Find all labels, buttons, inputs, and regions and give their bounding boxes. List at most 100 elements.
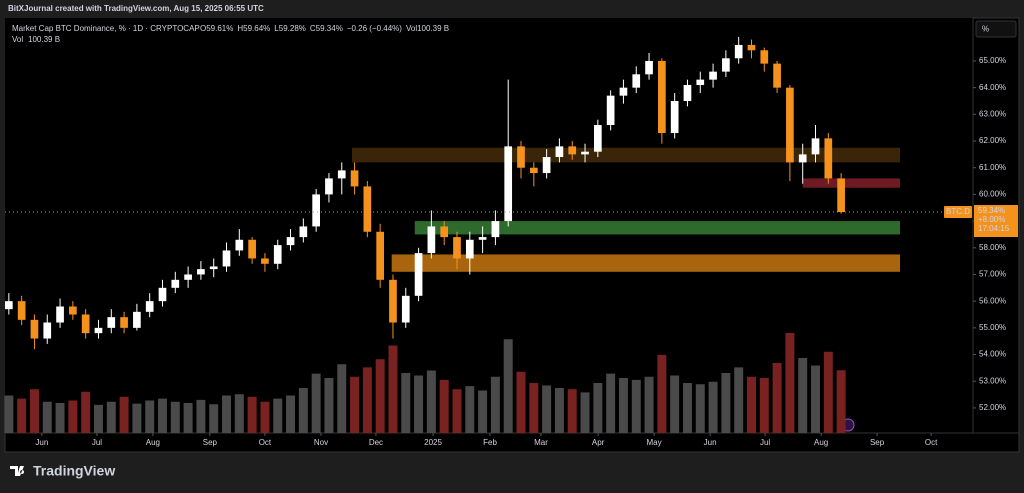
volume-bar [631, 379, 641, 433]
legend-value: 59.34% [316, 24, 343, 33]
volume-bar [298, 388, 308, 433]
volume-bar [260, 401, 270, 433]
candle-body [5, 301, 13, 310]
candle-body [299, 226, 308, 238]
zone [351, 147, 901, 163]
x-tick-label: May [646, 438, 661, 447]
volume-bar [670, 375, 680, 433]
candle-body [414, 253, 423, 296]
candle-body [696, 79, 705, 85]
legend-value: −0.26 (−0.44%) [347, 24, 402, 33]
volume-bar [542, 385, 552, 433]
candle-body [837, 178, 845, 213]
legend-key: O [200, 24, 206, 33]
volume-bar [772, 363, 782, 433]
scale-button-label[interactable]: % [982, 25, 989, 34]
y-tick-label: 61.00% [979, 163, 1006, 172]
volume-bar [811, 365, 820, 433]
x-tick-label: Sep [203, 438, 218, 447]
header: BitXJournal created with TradingView.com… [8, 4, 264, 13]
volume-bar [414, 375, 424, 433]
volume-bar [68, 400, 78, 433]
volume-bar [426, 370, 436, 433]
volume-bar [337, 364, 347, 433]
volume-bar [222, 395, 231, 433]
brand-name: TradingView [33, 463, 115, 479]
volume-legend-key: Vol [12, 35, 23, 44]
volume-bar [234, 394, 244, 433]
volume-bar [644, 376, 654, 433]
candle-body [747, 44, 756, 51]
symbol-tag [944, 206, 972, 219]
volume-bar [158, 398, 167, 433]
y-tick-label: 58.00% [979, 243, 1006, 252]
candle-body [248, 239, 256, 259]
volume-bar [606, 373, 616, 433]
candle-body [261, 258, 269, 264]
zone [391, 254, 901, 272]
volume-bar [529, 383, 539, 433]
candle-body [773, 63, 781, 88]
volume-bar [170, 401, 180, 433]
volume-bar [580, 392, 590, 433]
candle-body [401, 295, 410, 323]
volume-bar [798, 358, 808, 433]
candle-body [658, 60, 666, 134]
x-tick-label: Apr [592, 438, 605, 447]
x-tick-label: Nov [314, 438, 328, 447]
price-tag-change: +8.00% [978, 215, 1005, 224]
volume-bar [93, 404, 103, 433]
volume-legend-value: 100.39 B [28, 35, 60, 44]
brand-icon [10, 466, 25, 476]
x-tick-label: Aug [814, 438, 828, 447]
candle-body [184, 274, 192, 280]
candle-body [491, 221, 500, 238]
volume-bar [273, 398, 283, 433]
candle-body [337, 170, 346, 179]
legend-value: 100.39 B [417, 24, 449, 33]
volume-bar [81, 391, 91, 433]
volume-bar [55, 403, 65, 433]
candle-body [786, 87, 794, 163]
volume-bar [785, 333, 795, 433]
x-tick-label: Jul [92, 438, 102, 447]
candle-body [478, 237, 487, 240]
legend-key: H [237, 24, 243, 33]
y-tick-label: 63.00% [979, 109, 1006, 118]
candle-body [376, 231, 385, 280]
y-tick-label: 54.00% [979, 350, 1006, 359]
scale-button[interactable] [975, 20, 1017, 38]
volume-bar [593, 383, 603, 433]
candle-body [555, 146, 564, 158]
volume-bar [247, 396, 257, 433]
candle-body [709, 71, 717, 80]
volume-bar [516, 371, 526, 433]
x-tick-label: Oct [925, 438, 938, 447]
candle-body [581, 151, 589, 155]
volume-bar [286, 395, 296, 433]
volume-bar [4, 395, 14, 433]
candle-body [81, 314, 90, 334]
price-tag-countdown: 17:04:15 [978, 224, 1010, 233]
volume-bar [401, 373, 411, 433]
candle-body [517, 146, 525, 168]
legend-value: 59.61% [206, 24, 233, 33]
y-tick-label: 65.00% [979, 56, 1006, 65]
candle-body [811, 138, 820, 155]
volume-bar [682, 383, 692, 433]
candle-body [145, 301, 154, 312]
candle-body [593, 125, 602, 152]
volume-bar [119, 396, 129, 433]
volume-bar [388, 345, 398, 433]
candle-body [69, 306, 77, 315]
chart-title: Market Cap BTC Dominance, % · 1D · CRYPT… [12, 24, 200, 33]
legend-value: 59.28% [279, 24, 306, 33]
candle-body [389, 279, 397, 323]
candle-body [312, 194, 320, 227]
volume-bar [145, 400, 155, 433]
candle-body [734, 44, 743, 59]
candle-body [171, 279, 180, 288]
x-tick-label: Sep [870, 438, 885, 447]
y-tick-label: 57.00% [979, 270, 1006, 279]
